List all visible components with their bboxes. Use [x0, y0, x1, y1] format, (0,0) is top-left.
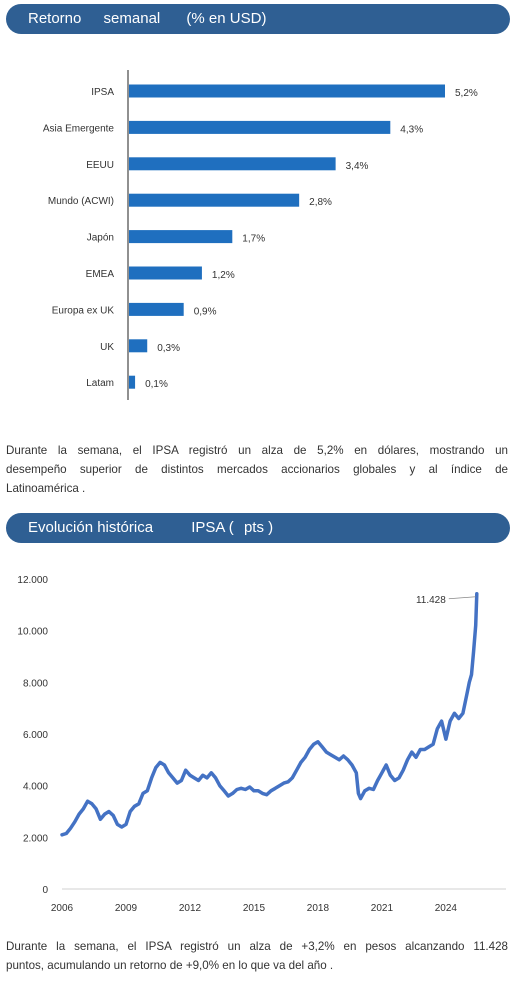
- bar: [129, 266, 202, 280]
- bar: [129, 84, 445, 98]
- x-tick-label: 2015: [243, 903, 266, 914]
- bar: [129, 120, 391, 134]
- bar-category-label: Asia Emergente: [43, 123, 115, 134]
- section-header-ipsa-history: Evolución histórica IPSA ( pts ): [6, 513, 510, 543]
- header-title-2: semanal: [103, 10, 161, 27]
- bar-value-label: 0,9%: [194, 306, 217, 317]
- bar-category-label: Mundo (ACWI): [48, 196, 114, 207]
- bar-category-label: Japón: [87, 233, 114, 244]
- bar-category-label: Europa ex UK: [52, 305, 115, 316]
- bar-category-label: EEUU: [86, 160, 114, 171]
- bar-chart-weekly-return: IPSA 5,2% Asia Emergente 4,3% EEUU 3,4% Mundo …: [43, 70, 478, 400]
- y-tick-label: 4.000: [23, 782, 48, 793]
- bar-value-label: 1,2%: [212, 270, 235, 281]
- x-tick-label: 2012: [179, 903, 202, 914]
- bar: [129, 375, 136, 389]
- y-tick-label: 10.000: [17, 627, 48, 638]
- weekly-commentary: Durante la semana, el IPSA registró un a…: [6, 441, 508, 498]
- ipsa-commentary: Durante la semana, el IPSA registró un a…: [6, 937, 508, 975]
- bar: [129, 157, 336, 171]
- ipsa-series-line: [60, 592, 479, 837]
- y-tick-label: 2.000: [23, 833, 48, 844]
- bar-value-label: 3,4%: [346, 161, 369, 172]
- y-tick-label: 12.000: [17, 575, 48, 586]
- bar-category-label: UK: [100, 342, 114, 353]
- x-tick-label: 2024: [435, 903, 458, 914]
- header-title-2: IPSA (: [191, 519, 234, 536]
- y-tick-label: 8.000: [23, 678, 48, 689]
- header-title: Evolución histórica: [28, 519, 154, 536]
- bar: [129, 230, 233, 244]
- bar-value-label: 1,7%: [242, 234, 265, 245]
- bar-category-label: EMEA: [86, 269, 115, 280]
- annotation-label: 11.428: [416, 595, 446, 606]
- bar-value-label: 5,2%: [455, 88, 478, 99]
- bar-value-label: 4,3%: [400, 124, 423, 135]
- bar: [129, 339, 148, 353]
- line-chart-ipsa: 0 2.000 4.000 6.000 8.000 10.000 12.000 2006 200…: [17, 575, 506, 914]
- x-tick-label: 2006: [51, 903, 74, 914]
- bar-value-label: 0,3%: [157, 343, 180, 354]
- y-tick-label: 0: [42, 885, 48, 896]
- bar-category-label: Latam: [86, 378, 114, 389]
- y-tick-label: 6.000: [23, 730, 48, 741]
- header-title: Retorno: [28, 10, 82, 27]
- bar-value-label: 2,8%: [309, 197, 332, 208]
- commentary-line: puntos, acumulando un retorno de +9,0% e…: [6, 959, 334, 972]
- x-tick-label: 2021: [371, 903, 394, 914]
- x-tick-label: 2018: [307, 903, 330, 914]
- bar-category-label: IPSA: [91, 87, 114, 98]
- section-header-weekly-return: Retorno semanal (% en USD): [6, 4, 510, 34]
- x-tick-label: 2009: [115, 903, 138, 914]
- header-title-3: pts ): [243, 519, 274, 536]
- commentary-line: Durante la semana, el IPSA registró un a…: [6, 444, 508, 457]
- bar-value-label: 0,1%: [145, 379, 168, 390]
- commentary-line: desempeño superior de distintos mercados…: [6, 463, 508, 476]
- bar: [129, 302, 184, 316]
- bar: [129, 193, 300, 207]
- commentary-line: Latinoamérica .: [6, 482, 86, 495]
- header-title-3: (% en USD): [186, 10, 267, 27]
- annotation-leader: [448, 596, 476, 600]
- commentary-line: Durante la semana, el IPSA registró un a…: [6, 940, 508, 953]
